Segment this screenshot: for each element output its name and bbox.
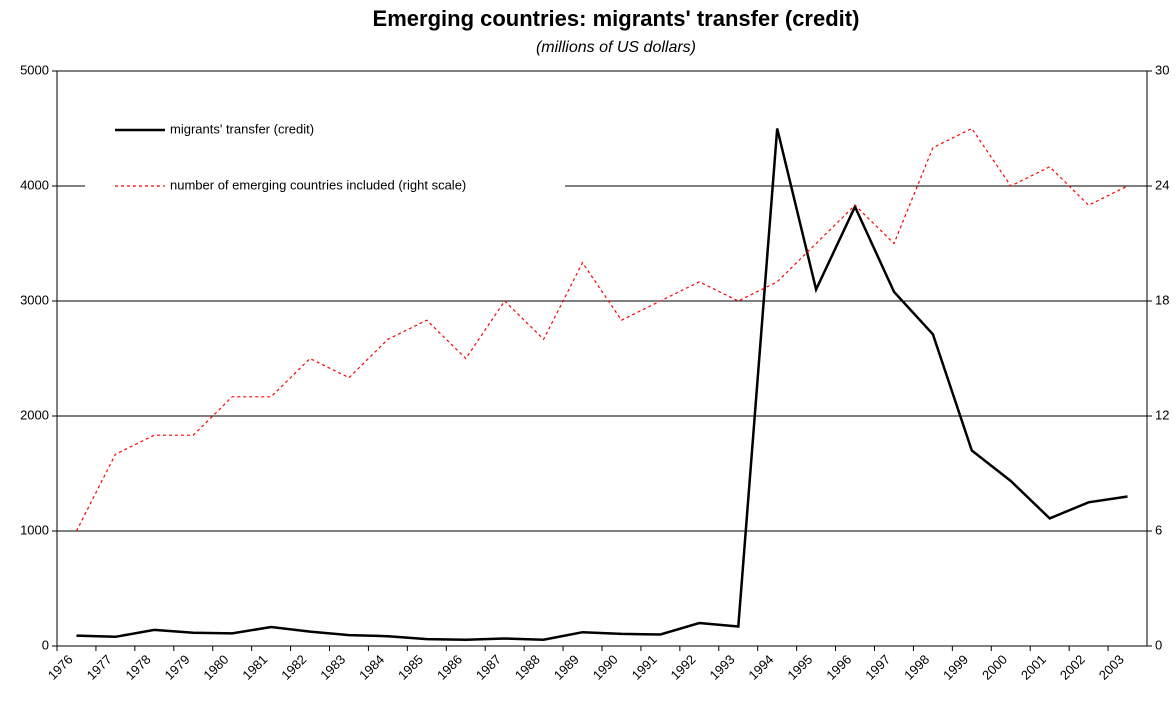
x-tick-label: 1984 xyxy=(356,652,387,683)
x-tick-label: 1991 xyxy=(629,652,660,683)
y2-tick-label: 12 xyxy=(1155,407,1169,422)
x-tick-label: 1997 xyxy=(862,652,893,683)
x-tick-label: 1993 xyxy=(707,652,738,683)
x-tick-label: 1976 xyxy=(45,652,76,683)
x-tick-label: 2003 xyxy=(1096,652,1127,683)
x-tick-label: 1995 xyxy=(784,652,815,683)
y-tick-label: 1000 xyxy=(20,522,49,537)
chart-subtitle: (millions of US dollars) xyxy=(536,39,696,56)
y-tick-label: 3000 xyxy=(20,292,49,307)
legend-label: number of emerging countries included (r… xyxy=(170,177,466,192)
x-tick-label: 1977 xyxy=(84,652,115,683)
x-tick-label: 1988 xyxy=(512,652,543,683)
y2-tick-label: 18 xyxy=(1155,292,1169,307)
x-tick-label: 2000 xyxy=(979,652,1010,683)
x-tick-label: 1999 xyxy=(940,652,971,683)
y-tick-label: 5000 xyxy=(20,62,49,77)
y2-tick-label: 24 xyxy=(1155,177,1169,192)
y-tick-label: 2000 xyxy=(20,407,49,422)
x-tick-label: 2002 xyxy=(1057,652,1088,683)
y-tick-label: 4000 xyxy=(20,177,49,192)
series-line xyxy=(75,127,1128,532)
x-tick-label: 1983 xyxy=(317,652,348,683)
series-line xyxy=(76,128,1128,641)
x-tick-label: 1980 xyxy=(200,652,231,683)
x-tick-label: 1989 xyxy=(551,652,582,683)
x-tick-label: 2001 xyxy=(1018,652,1049,683)
x-tick-label: 1998 xyxy=(901,652,932,683)
x-tick-label: 1982 xyxy=(278,652,309,683)
x-tick-label: 1981 xyxy=(239,652,270,683)
legend-box xyxy=(85,110,565,205)
y2-tick-label: 0 xyxy=(1155,637,1162,652)
x-tick-label: 1979 xyxy=(162,652,193,683)
legend-label: migrants' transfer (credit) xyxy=(170,121,314,136)
x-tick-label: 1987 xyxy=(473,652,504,683)
x-tick-label: 1986 xyxy=(434,652,465,683)
x-tick-label: 1994 xyxy=(745,652,776,683)
y2-tick-label: 6 xyxy=(1155,522,1162,537)
x-tick-label: 1985 xyxy=(395,652,426,683)
x-tick-label: 1990 xyxy=(590,652,621,683)
y-tick-label: 0 xyxy=(42,637,49,652)
y2-tick-label: 30 xyxy=(1155,62,1169,77)
chart-title: Emerging countries: migrants' transfer (… xyxy=(373,6,860,31)
x-tick-label: 1992 xyxy=(668,652,699,683)
x-tick-label: 1996 xyxy=(823,652,854,683)
x-tick-label: 1978 xyxy=(123,652,154,683)
